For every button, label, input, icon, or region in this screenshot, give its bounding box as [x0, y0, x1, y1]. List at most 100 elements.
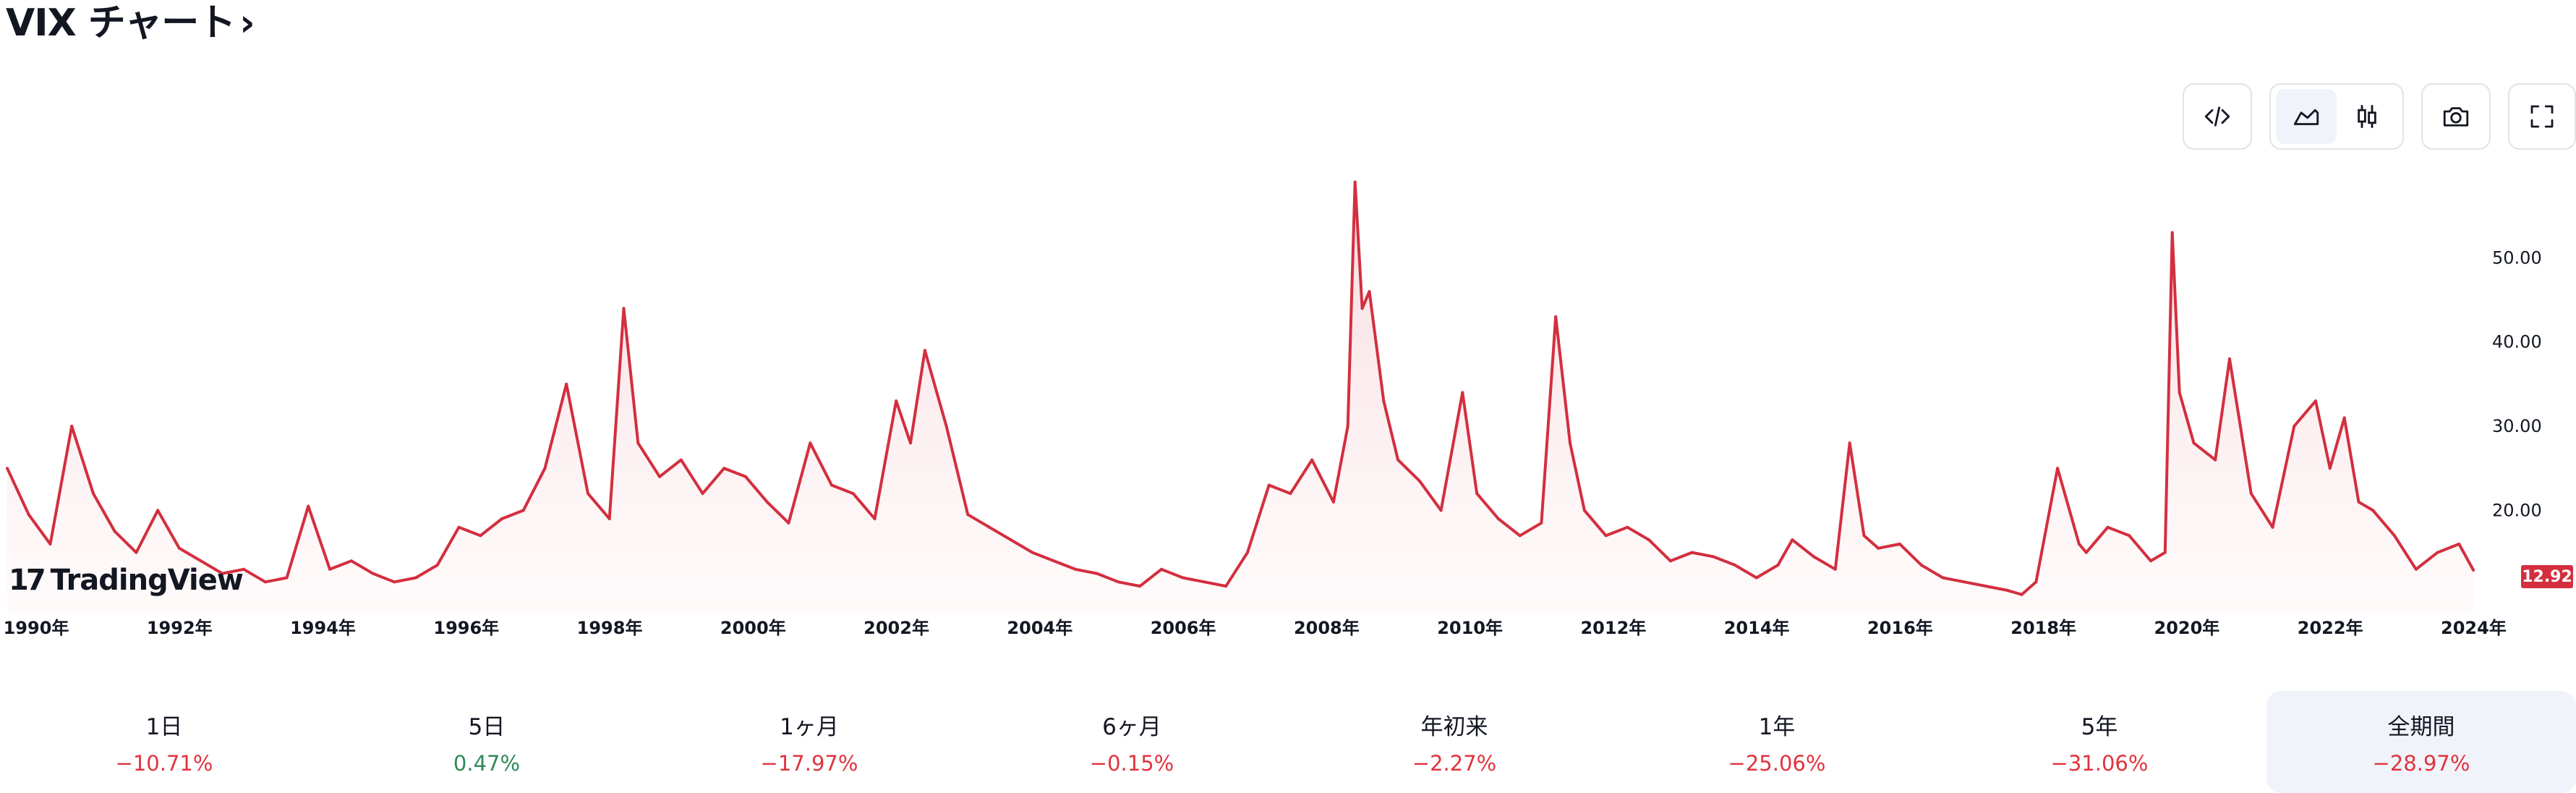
last-price-badge: 12.92: [2521, 565, 2573, 588]
data-point: [177, 546, 181, 550]
data-point: [851, 492, 855, 496]
data-point: [1224, 585, 1228, 588]
tradingview-logo[interactable]: 17 TradingView: [9, 561, 244, 600]
data-point: [1203, 580, 1206, 584]
data-point: [1074, 567, 1077, 571]
data-point: [2342, 416, 2346, 420]
chart-toolbar: [0, 83, 2576, 153]
data-point: [1095, 572, 1099, 575]
x-tick-label: 2020年: [2154, 618, 2220, 638]
title-text: VIX チャート: [6, 1, 236, 45]
data-point: [2371, 509, 2375, 512]
data-point: [2077, 542, 2081, 546]
x-tick-label: 2008年: [1294, 618, 1360, 638]
data-point: [895, 399, 898, 403]
data-point: [1009, 538, 1012, 542]
data-point: [6, 467, 9, 470]
data-point: [787, 521, 790, 525]
data-point: [701, 492, 704, 496]
data-point: [1031, 551, 1034, 554]
data-point: [1812, 555, 1816, 559]
x-tick-label: 2000年: [720, 618, 786, 638]
x-tick-label: 2024年: [2441, 618, 2507, 638]
period-tab-6[interactable]: 5年 −31.06%: [1944, 691, 2255, 793]
data-point: [1898, 542, 1901, 546]
data-point: [457, 525, 461, 529]
data-point: [521, 509, 525, 512]
period-tab-7[interactable]: 全期間 −28.97%: [2266, 691, 2576, 793]
embed-button[interactable]: [2183, 83, 2252, 150]
period-label: 5年: [2081, 714, 2118, 740]
period-tab-2[interactable]: 1ヶ月 −17.97%: [654, 691, 965, 793]
y-tick-label: 20.00: [2492, 500, 2542, 520]
data-point: [1963, 580, 1966, 584]
data-point: [1160, 567, 1163, 571]
data-point: [2034, 580, 2038, 584]
data-point: [1582, 509, 1586, 512]
area-chart-button[interactable]: [2276, 89, 2337, 144]
data-point: [1848, 441, 1851, 445]
data-point: [2163, 551, 2167, 554]
data-point: [1353, 180, 1357, 184]
data-point: [70, 425, 74, 428]
fullscreen-button[interactable]: [2508, 83, 2576, 150]
data-point: [1647, 538, 1651, 542]
data-point: [2149, 559, 2152, 563]
data-point: [966, 513, 970, 517]
data-point: [242, 567, 246, 571]
period-tab-1[interactable]: 5日 0.47%: [331, 691, 642, 793]
period-label: 1ヶ月: [780, 714, 839, 740]
data-point: [1754, 576, 1758, 580]
period-change-value: −0.15%: [1089, 751, 1174, 776]
data-point: [1776, 564, 1780, 567]
x-tick-label: 2002年: [863, 618, 929, 638]
data-point: [199, 559, 202, 563]
data-point: [923, 349, 926, 352]
data-point: [2005, 588, 2009, 592]
data-point: [2228, 357, 2231, 360]
data-point: [1117, 580, 1120, 584]
data-point: [285, 576, 289, 580]
period-tab-3[interactable]: 6ヶ月 −0.15%: [976, 691, 1287, 793]
data-point: [873, 517, 877, 520]
data-point: [1246, 551, 1249, 554]
data-point: [722, 467, 726, 470]
period-change-value: −2.27%: [1412, 751, 1497, 776]
candlestick-button[interactable]: [2337, 89, 2397, 144]
snapshot-button[interactable]: [2421, 83, 2491, 150]
data-point: [1267, 483, 1271, 487]
data-point: [2328, 467, 2332, 470]
period-change-value: −25.06%: [1728, 751, 1826, 776]
period-tab-4[interactable]: 年初来 −2.27%: [1299, 691, 1610, 793]
data-point: [1138, 585, 1142, 588]
data-point: [1346, 425, 1349, 428]
data-point: [1310, 458, 1314, 462]
period-label: 1年: [1758, 714, 1796, 740]
data-point: [500, 517, 503, 520]
area-chart-icon: [2293, 109, 2319, 125]
data-point: [1554, 315, 1558, 318]
data-point: [1733, 564, 1736, 567]
period-tab-0[interactable]: 1日 −10.71%: [9, 691, 320, 793]
data-point: [1690, 551, 1694, 554]
data-point: [2293, 425, 2296, 428]
period-tab-5[interactable]: 1年 −25.06%: [1621, 691, 1932, 793]
x-tick-label: 2016年: [1867, 618, 1933, 638]
data-point: [2472, 569, 2475, 572]
data-point: [2414, 567, 2418, 571]
price-chart[interactable]: 20.00 30.00 40.00 50.00 1990年 1992年 1994年 1996…: [0, 159, 2576, 666]
data-point: [1540, 521, 1543, 525]
data-point: [1791, 538, 1794, 542]
period-label: 全期間: [2387, 714, 2455, 740]
data-point: [2192, 441, 2196, 445]
camera-icon: [2443, 107, 2469, 127]
data-point: [1604, 534, 1608, 538]
data-point: [1941, 576, 1945, 580]
data-point: [349, 559, 353, 563]
fullscreen-icon: [2530, 105, 2554, 128]
page-title[interactable]: VIX チャート ›: [6, 0, 255, 46]
data-point: [1569, 441, 1571, 445]
x-tick-label: 2006年: [1151, 618, 1216, 638]
data-point: [328, 567, 332, 571]
data-point: [765, 500, 769, 504]
